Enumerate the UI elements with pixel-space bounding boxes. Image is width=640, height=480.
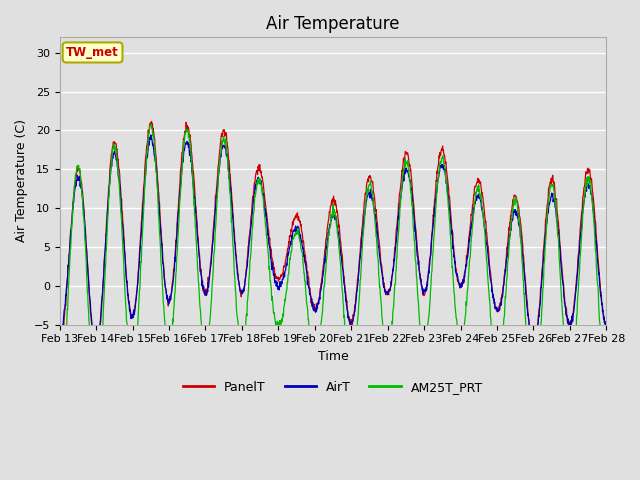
PanelT bbox=[93, 353, 100, 359]
AM25T_PRT bbox=[164, 342, 172, 348]
AM25T_PRT bbox=[602, 371, 610, 377]
Line: AirT: AirT bbox=[60, 135, 606, 351]
AirT bbox=[602, 323, 610, 328]
PanelT bbox=[148, 119, 156, 124]
AirT bbox=[164, 297, 172, 303]
Line: AM25T_PRT: AM25T_PRT bbox=[60, 125, 606, 411]
PanelT bbox=[165, 296, 173, 302]
X-axis label: Time: Time bbox=[317, 350, 348, 363]
Line: PanelT: PanelT bbox=[60, 121, 606, 356]
AirT bbox=[239, 288, 246, 294]
AirT bbox=[147, 132, 155, 138]
AM25T_PRT bbox=[56, 395, 63, 401]
PanelT bbox=[419, 287, 426, 292]
Title: Air Temperature: Air Temperature bbox=[266, 15, 400, 33]
AM25T_PRT bbox=[531, 408, 538, 414]
Text: TW_met: TW_met bbox=[66, 46, 119, 59]
PanelT bbox=[602, 319, 610, 325]
AM25T_PRT bbox=[418, 344, 426, 350]
PanelT bbox=[538, 265, 546, 271]
Y-axis label: Air Temperature (C): Air Temperature (C) bbox=[15, 120, 28, 242]
AirT bbox=[418, 284, 426, 289]
Legend: PanelT, AirT, AM25T_PRT: PanelT, AirT, AM25T_PRT bbox=[178, 376, 488, 399]
AM25T_PRT bbox=[538, 304, 546, 310]
PanelT bbox=[490, 297, 498, 302]
PanelT bbox=[56, 337, 63, 343]
AM25T_PRT bbox=[178, 168, 186, 174]
AM25T_PRT bbox=[147, 122, 155, 128]
AirT bbox=[530, 348, 538, 354]
PanelT bbox=[239, 287, 247, 292]
AirT bbox=[56, 329, 63, 335]
AirT bbox=[490, 297, 497, 303]
AM25T_PRT bbox=[490, 349, 497, 355]
AirT bbox=[178, 172, 186, 178]
AirT bbox=[538, 274, 546, 279]
AM25T_PRT bbox=[239, 339, 246, 345]
PanelT bbox=[178, 150, 186, 156]
